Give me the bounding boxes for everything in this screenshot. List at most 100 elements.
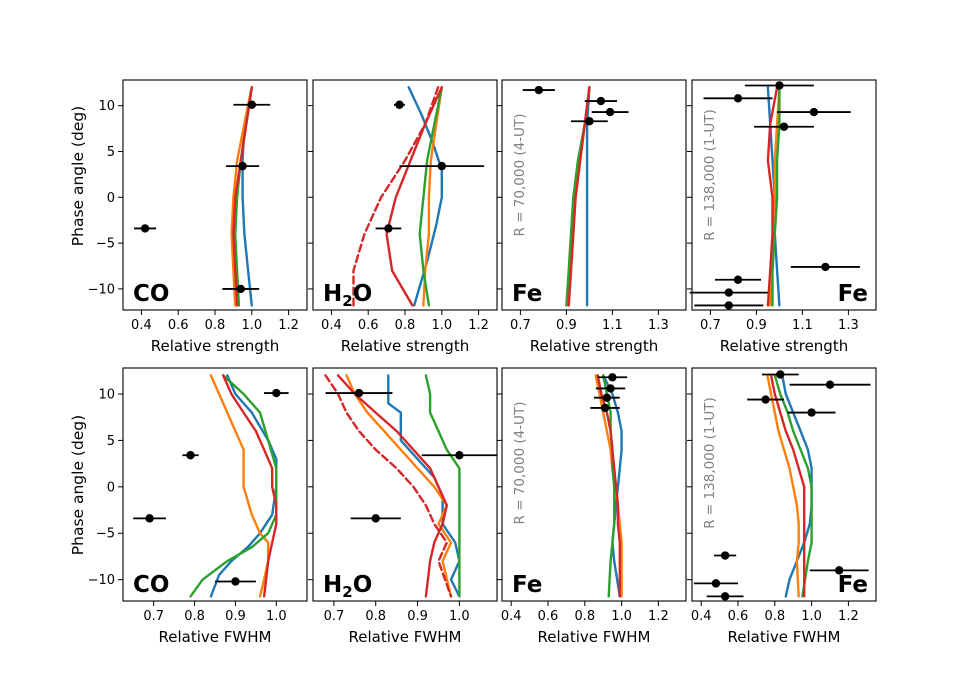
panel-top-2: H2O 0.4 0.6 0.8 1.0 1.2 Relative strength <box>308 79 498 355</box>
data-point <box>602 393 612 402</box>
data-point <box>585 117 594 126</box>
x-tick-label: 1.0 <box>449 609 470 624</box>
x-axis-label: Relative FWHM <box>728 628 841 646</box>
y-tick-label: 0 <box>107 191 115 206</box>
x-tick-label: 1.3 <box>838 318 859 333</box>
axes-frame <box>501 367 687 602</box>
series-group <box>766 86 781 307</box>
x-tick-label: 0.4 <box>691 609 712 624</box>
y-tick-label: −5 <box>96 527 115 542</box>
axes-frame <box>122 79 308 311</box>
data-point <box>238 161 247 171</box>
y-tick-label: 10 <box>98 99 115 114</box>
x-axis-label: Relative FWHM <box>349 628 462 646</box>
x-tick-label: 1.1 <box>602 318 623 333</box>
x-tick-label: 0.7 <box>700 318 721 333</box>
series-line-red <box>385 86 443 307</box>
x-tick-label: 0.4 <box>321 318 342 333</box>
data-point <box>605 107 615 117</box>
axes-frame <box>691 79 877 311</box>
x-tick-label: 0.8 <box>184 609 205 624</box>
series-line-red <box>766 86 779 307</box>
x-axis-label: Relative FWHM <box>538 628 651 646</box>
data-point <box>720 551 730 560</box>
series-line-green <box>418 86 443 307</box>
data-point <box>807 408 816 417</box>
x-tick-label: 0.7 <box>324 609 345 624</box>
species-label: CO <box>133 281 169 307</box>
series-line-orange <box>230 86 254 307</box>
x-axis-label: Relative strength <box>151 337 279 355</box>
data-point <box>236 284 245 294</box>
x-tick-label: 1.0 <box>266 609 287 624</box>
data-point <box>724 288 733 297</box>
series-line-red <box>769 374 806 598</box>
x-tick-label: 1.1 <box>792 318 813 333</box>
series-group <box>230 86 254 307</box>
x-tick-label: 1.2 <box>468 318 489 333</box>
x-tick-label: 1.0 <box>611 609 632 624</box>
x-tick-label: 0.9 <box>225 609 246 624</box>
series-group <box>352 86 443 307</box>
panel-bottom-1: CO 0.7 0.8 0.9 1.0 Relative FWHM −10 −5 0 5 10 <box>88 367 308 646</box>
x-tick-label: 1.2 <box>278 318 299 333</box>
x-tick-label: 0.6 <box>168 318 189 333</box>
resolution-annotation: R = 138,000 (1-UT) <box>702 397 718 529</box>
x-tick-label: 0.7 <box>510 318 531 333</box>
series-line-red <box>232 86 254 307</box>
panel-bottom-4: R = 138,000 (1-UT) Fe 0.4 0.6 0.8 1.0 1.2 Relat… <box>687 367 877 646</box>
data-point <box>437 161 446 171</box>
species-label: Fe <box>838 281 868 307</box>
x-axis-label: Relative strength <box>720 337 848 355</box>
data-point <box>140 224 150 233</box>
series-line-blue <box>387 374 461 598</box>
series-group <box>766 374 813 598</box>
data-point <box>720 592 730 601</box>
x-tick-label: 1.0 <box>431 318 452 333</box>
y-axis-label-bottom: Phase angle (deg) <box>69 415 87 555</box>
x-tick-label: 0.7 <box>143 609 164 624</box>
series-group <box>324 374 461 598</box>
x-tick-label: 0.6 <box>538 609 559 624</box>
y-tick-label: −5 <box>96 237 115 252</box>
data-point <box>825 380 835 389</box>
y-tick-label: 5 <box>107 434 115 449</box>
data-point <box>231 577 240 586</box>
data-point <box>821 262 830 272</box>
data-point <box>455 451 464 460</box>
x-tick-label: 0.9 <box>746 318 767 333</box>
series-line-red <box>336 374 448 598</box>
series-group <box>565 86 591 307</box>
x-tick-label: 0.8 <box>365 609 386 624</box>
x-tick-label: 1.0 <box>241 318 262 333</box>
data-point <box>761 395 770 404</box>
series-line-blue <box>407 86 443 307</box>
data-point <box>354 388 364 398</box>
series-line-green <box>424 374 461 598</box>
x-tick-label: 0.9 <box>556 318 577 333</box>
data-point <box>600 403 610 413</box>
data-point <box>606 384 615 393</box>
panel-bottom-2: H2O 0.7 0.8 0.9 1.0 Relative FWHM <box>308 367 498 646</box>
series-line-red-dashed <box>352 86 440 307</box>
species-label: CO <box>133 572 169 598</box>
x-tick-label: 0.4 <box>131 318 152 333</box>
series-line-orange <box>345 374 453 598</box>
x-tick-label: 0.6 <box>728 609 749 624</box>
data-point <box>724 301 733 310</box>
y-tick-label: 5 <box>107 145 115 160</box>
data-point <box>809 107 819 117</box>
species-label: Fe <box>512 281 542 307</box>
series-line-green <box>602 374 616 598</box>
species-label: Fe <box>512 572 542 598</box>
data-point <box>835 566 844 575</box>
data-point <box>779 122 789 131</box>
series-line-orange <box>766 374 800 598</box>
data-point <box>395 100 404 109</box>
y-tick-label: 10 <box>98 387 115 402</box>
series-line-red <box>567 86 591 307</box>
data-point <box>608 373 617 382</box>
x-axis-label: Relative strength <box>530 337 658 355</box>
axes-frame <box>691 367 877 602</box>
x-tick-label: 0.6 <box>358 318 379 333</box>
